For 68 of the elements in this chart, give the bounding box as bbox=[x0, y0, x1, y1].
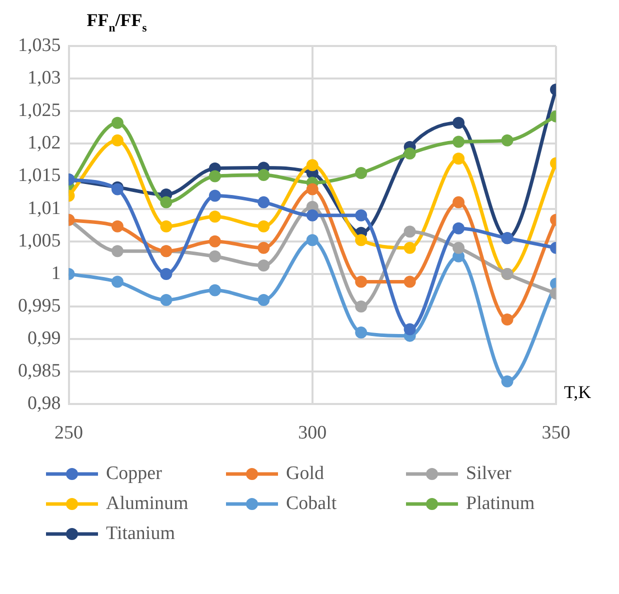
point bbox=[404, 323, 416, 336]
y-tick-label: 1,015 bbox=[18, 165, 61, 186]
point bbox=[452, 136, 465, 148]
point bbox=[111, 220, 124, 232]
point bbox=[404, 147, 416, 160]
y-tick-label: 0,995 bbox=[18, 295, 61, 316]
point bbox=[111, 245, 124, 258]
y-tick-label: 1,025 bbox=[18, 100, 61, 122]
legend-label: Aluminum bbox=[106, 493, 188, 515]
point bbox=[258, 242, 270, 254]
y-tick-label: 1,01 bbox=[28, 198, 61, 219]
x-tick-label: 350 bbox=[542, 422, 570, 444]
point bbox=[208, 235, 221, 248]
point bbox=[452, 196, 465, 208]
point bbox=[355, 234, 368, 246]
point bbox=[355, 300, 368, 313]
legend-label: Platinum bbox=[466, 493, 535, 515]
x-tick-label: 300 bbox=[298, 422, 327, 444]
point bbox=[355, 167, 368, 179]
point bbox=[306, 234, 318, 246]
y-tick-label: 0,985 bbox=[18, 360, 61, 382]
point bbox=[306, 159, 318, 172]
point bbox=[404, 276, 416, 288]
point bbox=[208, 284, 221, 296]
point bbox=[258, 294, 270, 306]
legend-label: Copper bbox=[106, 463, 162, 485]
point bbox=[111, 116, 124, 129]
y-tick-label: 0,99 bbox=[28, 328, 61, 350]
legend-label: Gold bbox=[286, 463, 324, 485]
legend-label: Titanium bbox=[106, 523, 175, 545]
point bbox=[160, 294, 172, 306]
point bbox=[501, 314, 514, 326]
y-tick-label: 1,03 bbox=[28, 68, 61, 89]
point bbox=[452, 242, 465, 254]
legend-label: Cobalt bbox=[286, 493, 337, 515]
point bbox=[258, 259, 270, 272]
point bbox=[501, 375, 514, 388]
legend-label: Silver bbox=[466, 463, 512, 485]
x-axis-title: T,K bbox=[564, 382, 592, 402]
point bbox=[208, 210, 221, 223]
point bbox=[452, 152, 465, 165]
point bbox=[452, 222, 465, 234]
point bbox=[404, 242, 416, 254]
point bbox=[501, 134, 514, 146]
point bbox=[160, 220, 172, 232]
point bbox=[306, 209, 318, 222]
y-tick-label: 1,02 bbox=[28, 132, 61, 154]
y-tick-label: 0,98 bbox=[28, 393, 61, 414]
point bbox=[111, 276, 124, 288]
point bbox=[404, 226, 416, 238]
point bbox=[355, 209, 368, 222]
point bbox=[160, 196, 172, 208]
point bbox=[355, 326, 368, 339]
point bbox=[111, 134, 124, 146]
point bbox=[355, 276, 368, 288]
y-tick-label: 1 bbox=[51, 262, 61, 284]
y-tick-label: 1,005 bbox=[18, 230, 61, 252]
x-tick-label: 250 bbox=[54, 422, 83, 444]
point bbox=[306, 183, 318, 196]
point bbox=[258, 196, 270, 208]
point bbox=[208, 170, 221, 182]
point bbox=[452, 116, 465, 129]
point bbox=[258, 168, 270, 181]
point bbox=[160, 268, 172, 280]
y-tick-label: 1,035 bbox=[18, 34, 61, 56]
point bbox=[258, 220, 270, 232]
point bbox=[208, 250, 221, 262]
point bbox=[208, 190, 221, 202]
